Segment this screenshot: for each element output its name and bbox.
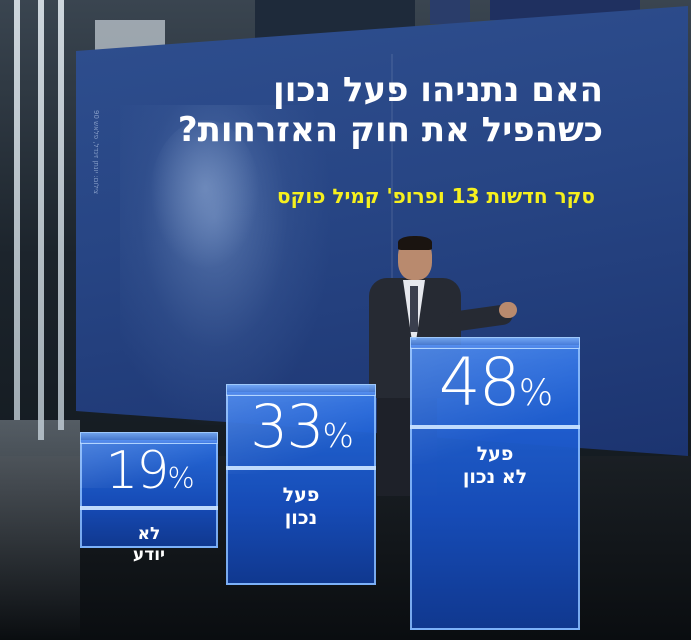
portrait-face: [150, 120, 260, 270]
presenter-tie: [410, 286, 418, 332]
bar-shine: [226, 394, 376, 475]
bar-value-label: 48%: [410, 347, 580, 429]
bar-category-label: פעל לא נכון: [462, 443, 528, 488]
bar-shine: [80, 442, 218, 489]
bar-divider-band: [410, 425, 580, 429]
bar-shine: [410, 347, 580, 465]
studio-light: [38, 0, 44, 440]
portrait-image: [120, 105, 330, 425]
bar-top-face: [80, 432, 218, 444]
bar-category-label: לא יודע: [132, 524, 166, 565]
bar-divider-band: [80, 506, 218, 510]
poll-question-title: האם נתניהו פעל נכון כשהפיל את חוק האזרחו…: [177, 70, 603, 150]
bar-value-number: 48: [438, 344, 521, 421]
bar-face: [226, 392, 376, 585]
bar-value-number: 33: [250, 392, 324, 462]
screen-seam: [391, 54, 393, 354]
bar-2: 33% פעל נכון: [226, 384, 376, 585]
bar-value-label: 33%: [226, 394, 376, 469]
studio-light: [14, 0, 20, 420]
bar-value-unit: %: [322, 416, 354, 455]
floor-reflection: [0, 420, 80, 640]
bar-divider-band: [226, 466, 376, 470]
bar-1: 19% לא יודע: [80, 432, 218, 565]
presenter-hair: [398, 236, 432, 250]
photo-credit: צילום: יונתן זינדל, פלאש 90: [92, 110, 100, 195]
bar-category-label: פעל נכון: [282, 484, 320, 529]
bar-top-face: [410, 337, 580, 349]
poll-source-caption: סקר חדשות 13 ופרופ' קמיל פוקס: [277, 184, 595, 208]
presenter-hand: [499, 302, 517, 318]
ceiling-panel: [430, 0, 470, 24]
studio-light: [58, 0, 64, 430]
bar-top-face: [226, 384, 376, 396]
bar-value-label: 19%: [80, 442, 218, 507]
bar-3: 48% פעל לא נכון: [410, 337, 580, 630]
bar-value-unit: %: [167, 461, 195, 495]
bar-face: [410, 345, 580, 630]
bar-value-number: 19: [105, 441, 169, 501]
bar-value-unit: %: [518, 371, 553, 414]
